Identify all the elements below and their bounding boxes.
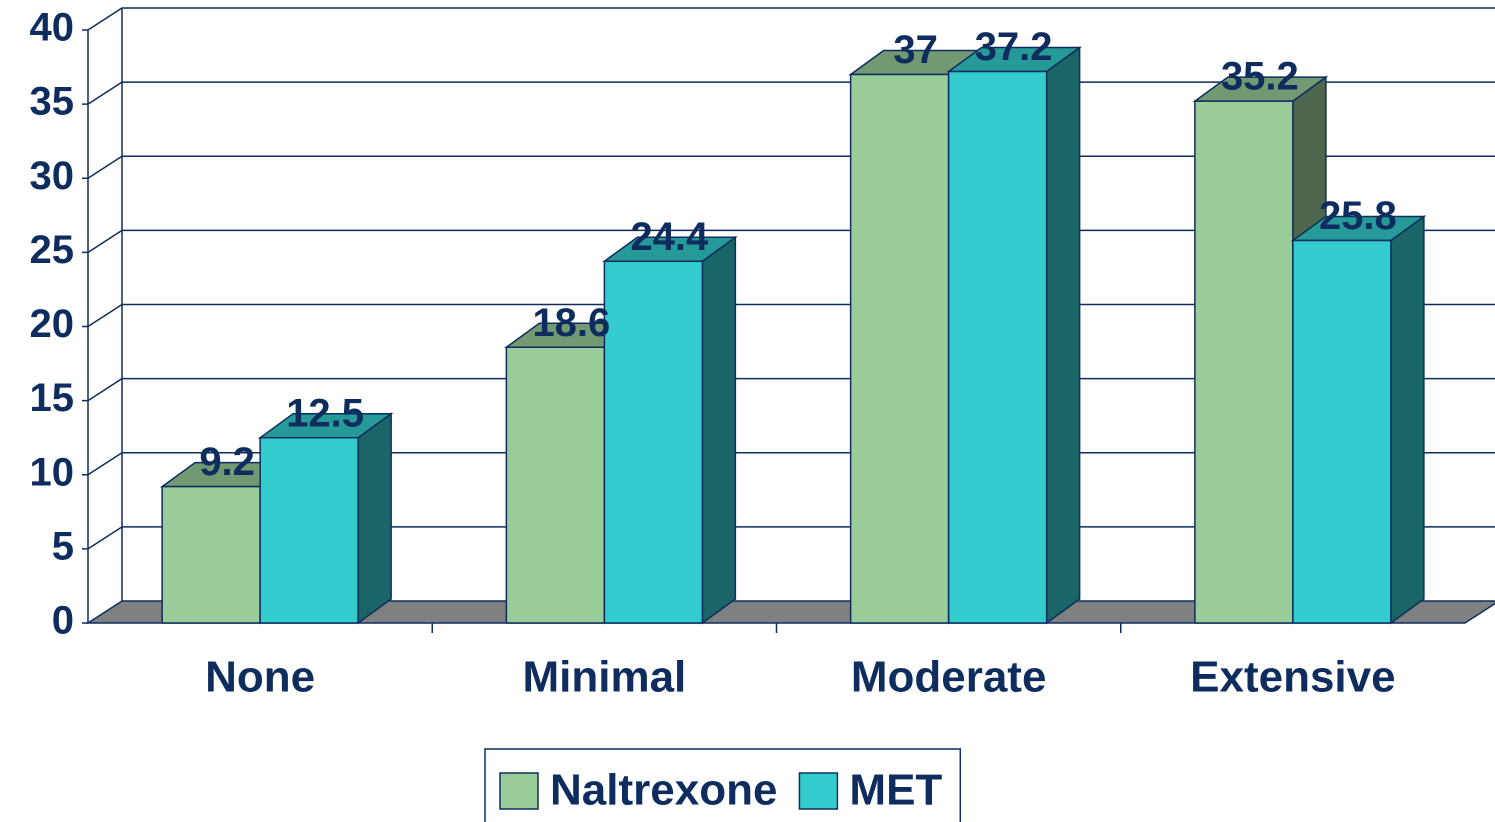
legend-label: Naltrexone	[550, 766, 777, 815]
legend-swatch	[798, 772, 839, 810]
y-tick-label: 15	[30, 376, 75, 420]
bar-front	[603, 260, 704, 624]
bar-front	[259, 436, 359, 624]
data-label: 9.2	[199, 440, 255, 484]
bar-side	[1390, 215, 1425, 625]
bar-side	[701, 235, 737, 625]
legend-label: MET	[849, 766, 942, 815]
data-label: 12.5	[286, 391, 364, 435]
legend: Naltrexone MET	[484, 748, 962, 822]
data-label: 18.6	[532, 301, 610, 345]
bar	[602, 235, 738, 625]
bar	[946, 46, 1082, 625]
bar-front	[1292, 239, 1392, 624]
data-label: 35.2	[1221, 55, 1299, 99]
grid-line	[87, 7, 1495, 31]
x-tick-label: Moderate	[851, 653, 1047, 702]
bar-front	[849, 73, 950, 624]
bar-side	[1045, 46, 1081, 625]
x-tick-label: Minimal	[522, 653, 686, 702]
x-tick-label: None	[205, 653, 315, 702]
bar	[1290, 215, 1427, 625]
legend-box	[484, 748, 962, 822]
y-tick-label: 35	[30, 80, 75, 124]
bar-front	[947, 70, 1048, 624]
data-label: 37	[893, 28, 938, 72]
data-label: 24.4	[630, 215, 709, 259]
data-label: 25.8	[1319, 194, 1397, 238]
y-tick-label: 20	[30, 302, 75, 346]
y-tick-label: 5	[52, 524, 74, 568]
y-tick-label: 0	[52, 599, 74, 643]
y-tick-label: 40	[30, 6, 75, 50]
legend-swatch	[499, 772, 539, 810]
y-tick-label: 10	[30, 450, 75, 494]
bar	[257, 412, 394, 625]
bar-front	[505, 346, 606, 624]
x-tick-label: Extensive	[1190, 653, 1395, 702]
data-label: 37.2	[975, 25, 1053, 69]
bar-side	[357, 412, 392, 625]
bar-front	[1194, 100, 1294, 624]
y-tick-label: 30	[30, 154, 75, 198]
bar-front	[161, 485, 261, 624]
y-tick-label: 25	[30, 228, 75, 272]
